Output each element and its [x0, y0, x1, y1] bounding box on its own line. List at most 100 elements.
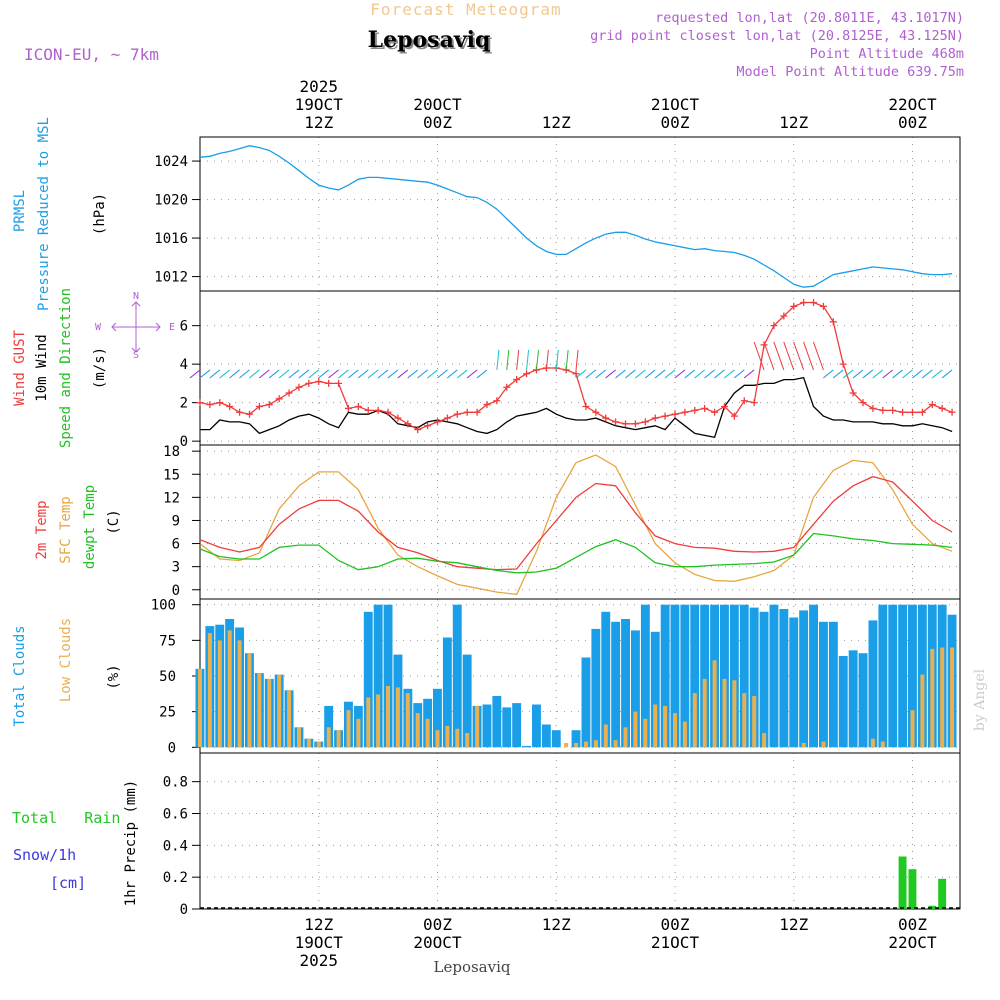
gust-markers [196, 299, 956, 434]
temp-2m-line [199, 475, 953, 571]
total-cloud-bar [551, 730, 561, 748]
wind-arrow [209, 369, 221, 379]
low-cloud-bar [692, 693, 697, 748]
time-axis-label: 12Z [542, 915, 571, 934]
wind-arrow [743, 369, 755, 379]
wind-arrow [456, 369, 468, 379]
temp-panel: 0 3 6 9 12 15 18 [163, 444, 961, 600]
total-cloud-bar [571, 730, 581, 748]
compass-w: W [95, 322, 102, 333]
low-cloud-bar [653, 704, 658, 748]
total-cloud-bar [532, 704, 541, 748]
gust-marker [770, 322, 778, 330]
low-cloud-bar [880, 741, 885, 748]
point-altitude: Point Altitude 468m [810, 46, 964, 62]
total-cloud-bar [383, 604, 393, 748]
gust-marker [869, 404, 877, 412]
wind-arrow [397, 369, 409, 379]
low-cloud-bar [435, 730, 440, 748]
total-cloud-bar [601, 611, 611, 748]
low-cloud-bar [237, 640, 242, 748]
gust-marker [196, 399, 204, 407]
y-tick-label: 6 [172, 537, 180, 553]
pressure-title-1: PRMSL [12, 190, 28, 232]
gust-marker [364, 406, 372, 414]
precip-panel: 0 0.2 0.4 0.6 0.8 [163, 752, 961, 918]
time-axis-label: 12Z [779, 915, 808, 934]
compass-e: E [169, 322, 175, 333]
model-altitude: Model Point Altitude 639.75m [736, 64, 964, 80]
gust-marker [800, 299, 808, 307]
low-cloud-bar [742, 693, 747, 748]
total-cloud-bar [898, 604, 908, 748]
low-cloud-bar [732, 680, 737, 748]
wind-arrow [328, 369, 339, 379]
y-tick-label: 18 [163, 444, 180, 460]
wind-grid [200, 291, 960, 445]
gust-marker [354, 403, 362, 410]
gust-marker [493, 397, 501, 405]
wind-arrow [466, 369, 478, 379]
total-cloud-bar [759, 611, 769, 748]
wind-arrow [575, 349, 579, 370]
total-cloud-bar [789, 617, 799, 748]
compass-n: N [133, 291, 139, 302]
gust-marker [305, 379, 313, 387]
wind-arrow [476, 369, 488, 379]
low-cloud-bar [584, 741, 588, 748]
temp-y-ticks: 0 3 6 9 12 15 18 [163, 444, 200, 599]
low-cloud-bar [376, 694, 381, 748]
low-cloud-bar [663, 705, 668, 748]
low-cloud-bar [326, 727, 331, 748]
pressure-ylabel: (hPa) [92, 193, 108, 235]
low-cloud-bar [336, 730, 341, 748]
gust-marker [523, 370, 531, 378]
wind-arrow [773, 341, 785, 371]
gust-marker [513, 376, 521, 384]
gust-marker [226, 403, 234, 410]
gust-marker [948, 408, 956, 416]
total-cloud-bar [828, 621, 838, 748]
wind-arrow [506, 349, 510, 370]
wind-arrow [644, 369, 656, 379]
low-cloud-bar [465, 733, 470, 748]
gust-marker [463, 408, 471, 416]
y-tick-label: 12 [163, 490, 180, 506]
rain-bar [938, 878, 947, 909]
pressure-y-ticks: 1012 1016 1020 1024 [154, 154, 200, 286]
low-cloud-bar [277, 674, 282, 748]
gust-marker [275, 395, 283, 403]
low-cloud-bar [821, 741, 826, 748]
low-cloud-bar [762, 733, 767, 748]
wind-panel: 0 2 4 6 [180, 290, 961, 450]
total-cloud-bar [502, 707, 512, 748]
wind-arrow [545, 349, 549, 370]
rain-bar [898, 856, 907, 909]
product-title: Forecast Meteogram [370, 0, 561, 19]
clouds-y-ticks: 0 25 50 75 100 [151, 598, 200, 756]
wind-arrow [733, 369, 745, 379]
y-tick-label: 0 [180, 902, 188, 918]
pressure-panel: 1012 1016 1020 1024 [154, 136, 961, 292]
low-cloud-bar [920, 674, 925, 748]
rain-bar [908, 869, 917, 909]
wind-arrow [496, 349, 500, 370]
wind-arrow [852, 369, 864, 379]
y-tick-label: 0 [172, 583, 180, 599]
wind-arrow [565, 349, 569, 370]
wind-arrow [258, 369, 270, 379]
gust-marker [582, 403, 590, 410]
low-cloud-bar [722, 678, 727, 748]
low-cloud-bar [682, 721, 687, 748]
wind-arrow [526, 349, 530, 370]
total-cloud-bar [720, 604, 729, 748]
y-tick-label: 4 [180, 357, 188, 373]
gust-marker [720, 403, 728, 410]
time-axis-label: 2025 [299, 951, 338, 970]
low-cloud-bar [633, 711, 638, 748]
gust-marker [711, 408, 719, 416]
gust-marker [503, 383, 511, 391]
total-cloud-bar [363, 611, 373, 748]
y-tick-label: 0.4 [163, 838, 188, 854]
